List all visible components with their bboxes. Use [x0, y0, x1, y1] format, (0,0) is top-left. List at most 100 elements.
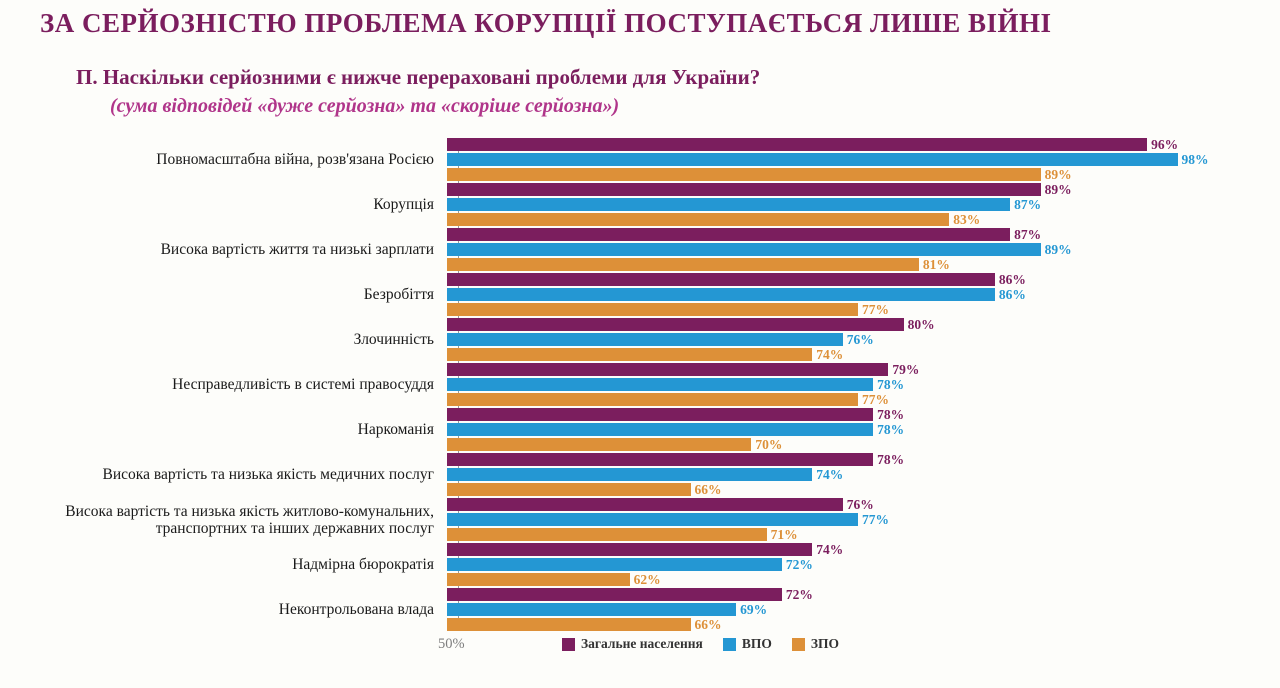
value-label: 74%	[816, 541, 844, 557]
bar-group: 87% 89% 81%	[446, 227, 1208, 272]
bar-group: 80% 76% 74%	[446, 317, 1208, 362]
value-label: 87%	[1014, 196, 1042, 212]
value-label: 79%	[892, 361, 920, 377]
legend-swatch-general	[562, 637, 575, 651]
bar-vpo: 76%	[447, 332, 874, 347]
chart-group: Висока вартість та низька якість медични…	[6, 452, 1280, 497]
value-label: 78%	[877, 421, 905, 437]
chart-group: Неконтрольована влада 72% 69% 66%	[6, 587, 1280, 632]
bar-vpo: 72%	[447, 557, 813, 572]
value-label: 62%	[633, 571, 661, 587]
value-label: 81%	[922, 256, 950, 272]
survey-question: П. Наскільки серйозними є нижче перерахо…	[76, 65, 761, 89]
bar-general: 86%	[447, 272, 1026, 287]
value-label: 74%	[816, 466, 844, 482]
bar-general: 72%	[447, 587, 813, 602]
x-axis-tick-label: 50%	[438, 636, 465, 652]
survey-question-note: (сума відповідей «дуже серйозна» та «ско…	[110, 95, 620, 117]
chart-group: Висока вартість та низька якість житлово…	[6, 497, 1280, 542]
bar-general: 80%	[447, 317, 935, 332]
bar-group: 74% 72% 62%	[446, 542, 1208, 587]
bar-vpo: 69%	[447, 602, 767, 617]
category-label: Висока вартість та низька якість житлово…	[65, 502, 434, 537]
bar-group: 76% 77% 71%	[446, 497, 1208, 542]
category-label: Неконтрольована влада	[278, 601, 434, 618]
bar-general: 89%	[447, 182, 1072, 197]
value-label: 66%	[694, 616, 722, 632]
category-label: Несправедливість в системі правосуддя	[172, 376, 434, 393]
bar-zpo: 66%	[447, 482, 722, 497]
bar-group: 96% 98% 89%	[446, 137, 1209, 182]
bar-general: 96%	[447, 137, 1178, 152]
value-label: 72%	[785, 586, 813, 602]
bar-general: 76%	[447, 497, 874, 512]
value-label: 87%	[1014, 226, 1042, 242]
legend-swatch-vpo	[722, 637, 736, 651]
chart-group: Корупція 89% 87% 83%	[6, 182, 1280, 227]
bar-general: 74%	[447, 542, 843, 557]
value-label: 77%	[861, 301, 889, 317]
legend-item-zpo: ЗПО	[791, 636, 839, 652]
value-label: 89%	[1044, 166, 1072, 182]
value-label: 86%	[998, 271, 1026, 287]
category-label: Висока вартість життя та низькі зарплати	[160, 241, 434, 258]
bar-general: 78%	[447, 407, 904, 422]
value-label: 78%	[877, 376, 905, 392]
category-label: Наркоманія	[357, 421, 434, 438]
bar-general: 87%	[447, 227, 1041, 242]
bar-vpo: 78%	[447, 422, 904, 437]
bar-zpo: 66%	[447, 617, 722, 632]
chart-rows: Повномасштабна війна, розв'язана Росією 9…	[6, 137, 1280, 632]
bar-vpo: 98%	[447, 152, 1209, 167]
page-title: ЗА СЕРЙОЗНІСТЮ ПРОБЛЕМА КОРУПЦІЇ ПОСТУПА…	[40, 8, 1052, 38]
bar-general: 79%	[447, 362, 919, 377]
bar-group: 78% 74% 66%	[446, 452, 1208, 497]
value-label: 96%	[1151, 136, 1179, 152]
grouped-bar-chart: Повномасштабна війна, розв'язана Росією 9…	[6, 137, 1280, 660]
chart-group: Наркоманія 78% 78% 70%	[6, 407, 1280, 452]
legend-item-vpo: ВПО	[722, 636, 772, 652]
bar-zpo: 77%	[447, 302, 889, 317]
bar-zpo: 70%	[447, 437, 782, 452]
chart-group: Повномасштабна війна, розв'язана Росією 9…	[6, 137, 1280, 182]
value-label: 86%	[998, 286, 1026, 302]
category-label: Корупція	[373, 196, 434, 213]
bar-group: 89% 87% 83%	[446, 182, 1208, 227]
value-label: 78%	[877, 451, 905, 467]
bar-zpo: 83%	[447, 212, 980, 227]
bar-vpo: 89%	[447, 242, 1072, 257]
value-label: 89%	[1044, 181, 1072, 197]
chart-header: ЗА СЕРЙОЗНІСТЮ ПРОБЛЕМА КОРУПЦІЇ ПОСТУПА…	[0, 0, 1280, 118]
value-label: 70%	[755, 436, 783, 452]
bar-vpo: 74%	[447, 467, 843, 482]
value-label: 77%	[861, 511, 889, 527]
category-label: Безробіття	[363, 286, 434, 303]
chart-footer: 50% Загальне населення ВПО ЗПО	[6, 634, 1280, 660]
category-label: Надмірна бюрократія	[292, 556, 434, 573]
category-label: Висока вартість та низька якість медични…	[102, 466, 434, 483]
bar-group: 78% 78% 70%	[446, 407, 1208, 452]
bar-vpo: 78%	[447, 377, 904, 392]
bar-group: 72% 69% 66%	[446, 587, 1208, 632]
value-label: 78%	[877, 406, 905, 422]
value-label: 80%	[907, 316, 935, 332]
value-label: 89%	[1044, 241, 1072, 257]
value-label: 72%	[785, 556, 813, 572]
chart-group: Надмірна бюрократія 74% 72% 62%	[6, 542, 1280, 587]
bar-zpo: 89%	[447, 167, 1072, 182]
chart-group: Висока вартість життя та низькі зарплати…	[6, 227, 1280, 272]
value-label: 76%	[846, 496, 874, 512]
bar-vpo: 77%	[447, 512, 889, 527]
bar-zpo: 71%	[447, 527, 798, 542]
category-label: Повномасштабна війна, розв'язана Росією	[156, 151, 434, 168]
legend-label: Загальне населення	[581, 636, 703, 651]
value-label: 77%	[861, 391, 889, 407]
category-label: Злочинність	[353, 331, 434, 348]
bar-zpo: 62%	[447, 572, 661, 587]
bar-general: 78%	[447, 452, 904, 467]
bar-vpo: 86%	[447, 287, 1026, 302]
bar-vpo: 87%	[447, 197, 1041, 212]
bar-zpo: 77%	[447, 392, 889, 407]
value-label: 74%	[816, 346, 844, 362]
chart-group: Злочинність 80% 76% 74%	[6, 317, 1280, 362]
